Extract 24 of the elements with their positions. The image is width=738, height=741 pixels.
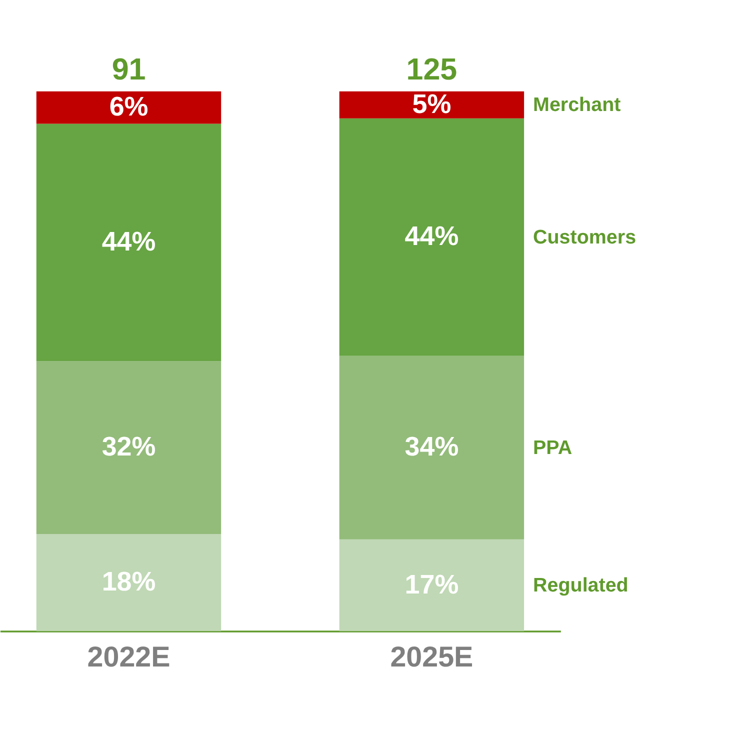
bar: [339, 118, 524, 356]
data-label: 18%: [102, 566, 156, 597]
data-label: 17%: [404, 569, 459, 600]
annotation: 91: [112, 52, 146, 87]
data-label: 32%: [102, 432, 156, 462]
x-tick-label: 2022E: [87, 642, 170, 674]
data-label: 44%: [102, 226, 156, 257]
bar: [339, 356, 524, 540]
series-label: PPA: [533, 436, 572, 459]
data-label: 44%: [404, 221, 459, 252]
data-label: 5%: [412, 88, 452, 119]
bar: [339, 539, 524, 632]
series-label: Customers: [533, 226, 636, 248]
series-label: Regulated: [533, 574, 628, 596]
bar: [36, 534, 222, 632]
bar: [36, 361, 222, 534]
bar: [36, 124, 222, 362]
data-label: 6%: [109, 92, 148, 122]
series-label: Merchant: [533, 94, 622, 116]
data-label: 34%: [404, 432, 459, 462]
bar: [36, 91, 222, 124]
annotation: 125: [406, 52, 458, 87]
bar: [339, 91, 524, 118]
x-tick-label: 2025E: [390, 642, 474, 674]
